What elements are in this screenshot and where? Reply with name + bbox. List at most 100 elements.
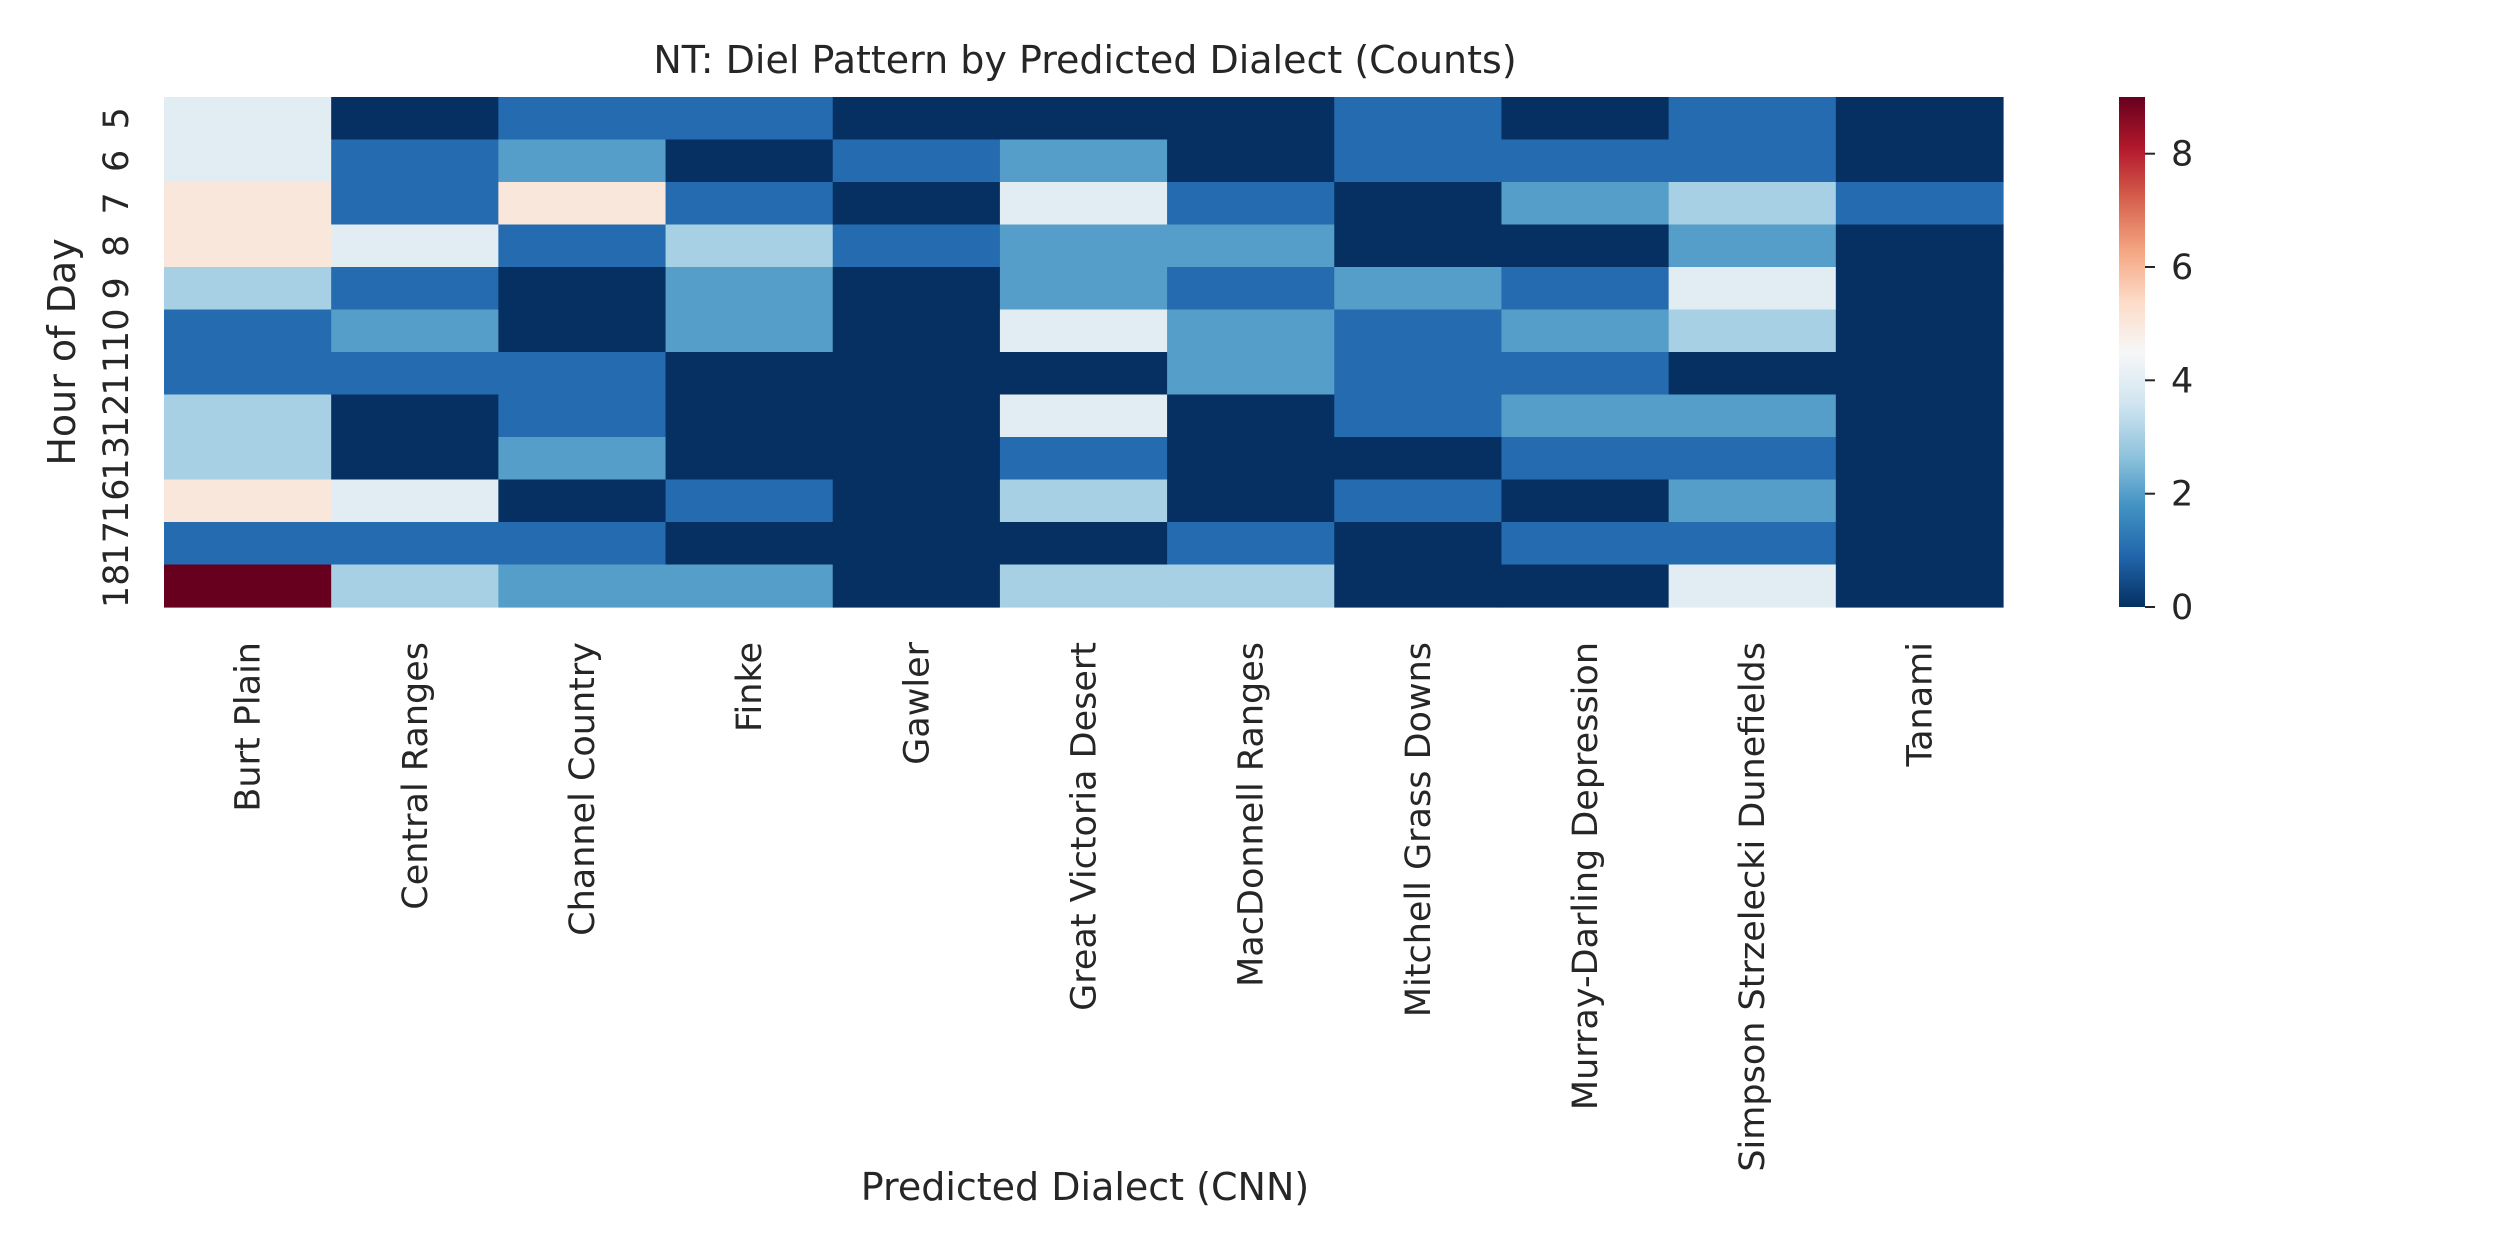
- heatmap-cell: [1668, 394, 1837, 438]
- heatmap-cell: [1668, 267, 1837, 311]
- heatmap-cell: [1167, 97, 1335, 141]
- heatmap-cell: [1334, 309, 1503, 353]
- chart-title: NT: Diel Pattern by Predicted Dialect (C…: [653, 38, 1516, 82]
- heatmap-cell: [1167, 182, 1335, 226]
- heatmap-cell: [331, 139, 499, 183]
- heatmap-cell: [999, 224, 1168, 268]
- heatmap-cell: [999, 522, 1168, 566]
- heatmap-cell: [1835, 182, 2004, 226]
- heatmap-cell: [1334, 352, 1503, 396]
- heatmap-cell: [665, 394, 834, 438]
- heatmap-cell: [498, 437, 667, 481]
- x-axis-label: Predicted Dialect (CNN): [861, 1165, 1309, 1209]
- x-tick-label: Murray-Darling Depression: [1566, 642, 1606, 1110]
- heatmap-cell: [1668, 224, 1837, 268]
- colorbar-tick-label: 6: [2171, 248, 2193, 288]
- x-tick-label: MacDonnell Ranges: [1232, 642, 1272, 987]
- heatmap-cell: [1167, 564, 1335, 608]
- heatmap-cell: [999, 479, 1168, 523]
- heatmap-cell: [164, 564, 332, 608]
- heatmap-cell: [1501, 479, 1670, 523]
- y-tick-label: 5: [97, 107, 137, 129]
- heatmap-cell: [498, 267, 667, 311]
- heatmap-cell: [832, 564, 1001, 608]
- heatmap-cell: [164, 267, 332, 311]
- colorbar-tick-label: 0: [2171, 588, 2193, 628]
- x-tick-label: Simpson Strzelecki Dunefields: [1733, 642, 1773, 1172]
- heatmap-cell: [1668, 182, 1837, 226]
- heatmap-cell: [1835, 309, 2004, 353]
- heatmap-cell: [498, 97, 667, 141]
- heatmap-cell: [832, 139, 1001, 183]
- y-tick-label: 16: [97, 479, 137, 524]
- colorbar-gradient: [2119, 97, 2145, 607]
- heatmap-cell: [1835, 97, 2004, 141]
- heatmap-cell: [1501, 309, 1670, 353]
- x-tick-label: Channel Country: [563, 642, 603, 936]
- heatmap-cell: [1668, 352, 1837, 396]
- heatmap-cell: [1167, 352, 1335, 396]
- y-tick-label: 6: [97, 150, 137, 172]
- heatmap-cell: [1334, 394, 1503, 438]
- heatmap-cell: [665, 564, 834, 608]
- heatmap-cell: [665, 479, 834, 523]
- heatmap-cell: [999, 139, 1168, 183]
- heatmap-cell: [1167, 139, 1335, 183]
- heatmap-cell: [832, 182, 1001, 226]
- heatmap-cell: [1167, 522, 1335, 566]
- colorbar-tick-label: 2: [2171, 475, 2193, 515]
- heatmap-cell: [1668, 309, 1837, 353]
- heatmap-cell: [665, 97, 834, 141]
- heatmap-cell: [832, 224, 1001, 268]
- heatmap-cell: [832, 309, 1001, 353]
- heatmap-cell: [999, 437, 1168, 481]
- heatmap-cell: [331, 224, 499, 268]
- heatmap-cell: [1835, 437, 2004, 481]
- colorbar-tick-label: 4: [2171, 361, 2193, 401]
- heatmap-cell: [1334, 267, 1503, 311]
- y-axis-label: Hour of Day: [40, 238, 84, 465]
- heatmap-cell: [1501, 182, 1670, 226]
- heatmap-cell: [1501, 97, 1670, 141]
- heatmap-cell: [999, 352, 1168, 396]
- heatmap-cell: [832, 352, 1001, 396]
- y-tick-label: 10: [97, 309, 137, 354]
- heatmap-cell: [1835, 224, 2004, 268]
- heatmap-cell: [331, 309, 499, 353]
- heatmap-cell: [1334, 479, 1503, 523]
- heatmap-cell: [1334, 437, 1503, 481]
- heatmap-cell: [1334, 522, 1503, 566]
- y-tick-label: 9: [97, 277, 137, 299]
- heatmap-cell: [331, 394, 499, 438]
- heatmap-cell: [331, 267, 499, 311]
- y-tick-label: 8: [97, 235, 137, 257]
- heatmap-cell: [498, 224, 667, 268]
- x-tick-label: Finke: [730, 642, 770, 732]
- y-tick-label: 12: [97, 394, 137, 439]
- heatmap-cell: [164, 182, 332, 226]
- heatmap-cell: [498, 564, 667, 608]
- heatmap-cell: [331, 97, 499, 141]
- heatmap-cell: [1668, 522, 1837, 566]
- heatmap-cell: [164, 97, 332, 141]
- heatmap-cell: [999, 564, 1168, 608]
- x-tick-label: Mitchell Grass Downs: [1399, 642, 1439, 1017]
- heatmap-cell: [1501, 139, 1670, 183]
- heatmap-cell: [665, 139, 834, 183]
- heatmap-cell: [1167, 479, 1335, 523]
- heatmap-cell: [331, 182, 499, 226]
- heatmap-cell: [1167, 309, 1335, 353]
- heatmap-cell: [164, 394, 332, 438]
- heatmap-cell: [1334, 182, 1503, 226]
- x-tick-label: Great Victoria Desert: [1065, 642, 1105, 1011]
- y-tick-label: 13: [97, 436, 137, 481]
- heatmap-cell: [1167, 224, 1335, 268]
- heatmap-cell: [1167, 394, 1335, 438]
- heatmap-cell: [1501, 437, 1670, 481]
- heatmap-cell: [1334, 564, 1503, 608]
- heatmap-cell: [999, 182, 1168, 226]
- y-tick-label: 11: [97, 351, 137, 396]
- heatmap-cell: [498, 522, 667, 566]
